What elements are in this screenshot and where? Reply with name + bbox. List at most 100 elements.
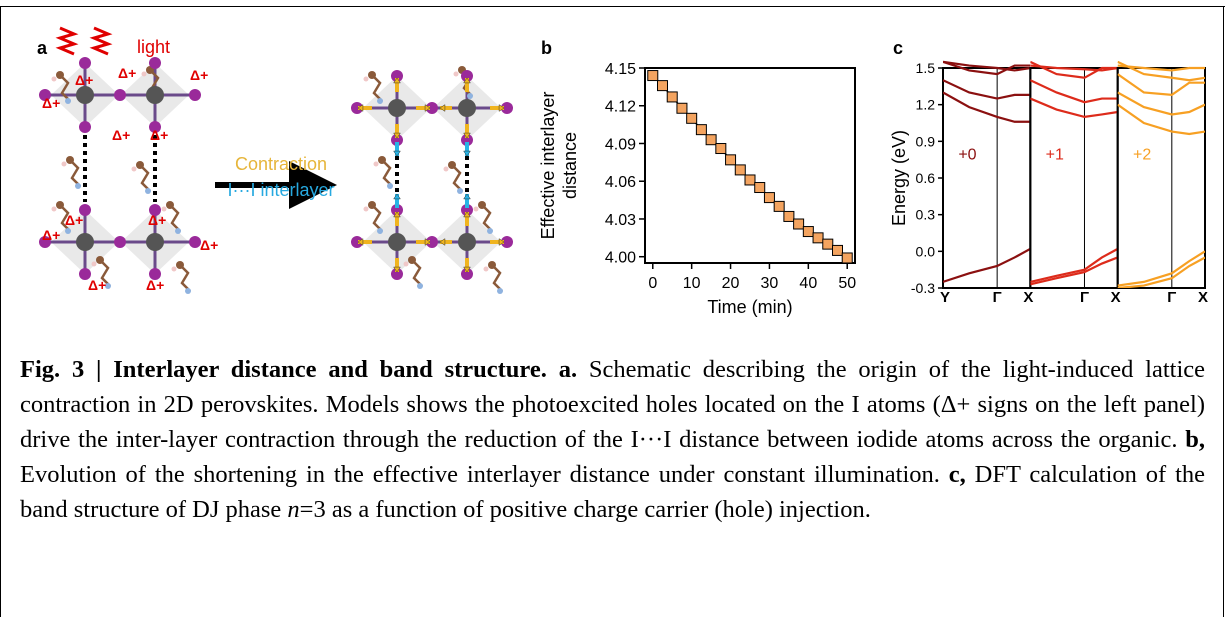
carbon-atom	[66, 156, 74, 164]
data-point	[715, 143, 727, 155]
y-tick-label: -0.3	[911, 280, 935, 296]
lead-atom	[76, 233, 94, 251]
data-point	[666, 91, 678, 103]
panel-b-label: b	[541, 38, 552, 58]
organic-spacer-shape	[451, 164, 463, 192]
hole-delta-mark: Δ+	[146, 277, 164, 293]
lead-atom	[146, 233, 164, 251]
x-axis-label: Time (min)	[707, 297, 792, 317]
organic-spacer-shape	[59, 204, 71, 232]
hole-delta-mark: Δ+	[118, 65, 136, 81]
hydrogen-atom	[363, 76, 369, 82]
iodine-atom	[114, 236, 126, 248]
caption-c-n: n	[287, 496, 300, 523]
y-tick-label: 4.09	[605, 136, 636, 153]
k-point-label: Γ	[1167, 289, 1176, 306]
plot-frame	[644, 67, 856, 264]
carbon-atom	[368, 71, 376, 79]
nitrogen-atom	[387, 183, 393, 189]
iodine-atom	[351, 236, 363, 248]
nitrogen-atom	[417, 283, 423, 289]
displacement-arrowhead	[393, 77, 401, 84]
iodine-atom	[39, 236, 51, 248]
frame-left-border	[0, 6, 1, 617]
caption-c-label: c,	[948, 461, 966, 488]
nitrogen-atom	[457, 188, 463, 194]
y-tick-label: 4.00	[605, 250, 636, 267]
k-point-label: Y	[940, 289, 950, 306]
iodine-atom	[39, 89, 51, 101]
organic-spacer-shape	[69, 159, 81, 187]
nitrogen-atom	[145, 188, 151, 194]
caption-a-label: a.	[558, 356, 578, 383]
lead-atom	[388, 233, 406, 251]
panel-a-label: a	[37, 38, 48, 58]
band-line	[943, 60, 1031, 76]
y-axis-label-line-2: distance	[560, 132, 580, 199]
x-tick-label: 30	[761, 275, 779, 292]
organic-spacer-shape	[491, 264, 503, 292]
displacement-arrowhead	[463, 193, 471, 200]
k-point-label: X	[1111, 289, 1121, 306]
hydrogen-atom	[363, 206, 369, 212]
crystal-model-after	[351, 66, 513, 294]
nitrogen-atom	[75, 183, 81, 189]
nitrogen-atom	[175, 228, 181, 234]
hydrogen-atom	[453, 71, 459, 77]
hole-delta-mark: Δ+	[42, 95, 60, 111]
band-line	[1117, 103, 1205, 136]
data-point	[802, 226, 814, 238]
displacement-arrowhead	[357, 104, 364, 112]
k-point-label: Γ	[1080, 289, 1089, 306]
y-tick-label: 0.9	[916, 133, 936, 149]
data-point	[773, 200, 785, 212]
nitrogen-atom	[497, 288, 503, 294]
data-point	[657, 80, 668, 92]
nitrogen-atom	[487, 228, 493, 234]
displacement-arrowhead	[498, 104, 505, 112]
iodine-atom	[501, 102, 513, 114]
k-point-label: X	[1198, 289, 1208, 306]
data-point	[647, 70, 659, 82]
y-tick-label: 4.06	[605, 174, 636, 191]
data-point	[676, 102, 688, 114]
charge-state-label: +1	[1046, 147, 1064, 164]
caption-b-label: b,	[1185, 426, 1205, 453]
displacement-arrowhead	[463, 150, 471, 157]
k-point-label: X	[1023, 289, 1033, 306]
carbon-atom	[136, 161, 144, 169]
y-tick-label: 0.6	[916, 170, 936, 186]
iodine-atom	[426, 102, 438, 114]
iodine-atom	[149, 204, 161, 216]
band-line	[943, 91, 1031, 123]
displacement-arrowhead	[463, 132, 471, 139]
band-line	[1030, 64, 1118, 72]
iodine-atom	[79, 268, 91, 280]
carbon-atom	[368, 201, 376, 209]
y-axis-label: Energy (eV)	[889, 130, 909, 226]
contraction-label: Contraction	[235, 154, 327, 174]
iodine-atom	[501, 236, 513, 248]
nitrogen-atom	[185, 288, 191, 294]
x-tick-label: 10	[683, 275, 701, 292]
iodine-atom	[149, 268, 161, 280]
carbon-atom	[408, 256, 416, 264]
light-label: light	[137, 37, 170, 57]
data-point	[705, 134, 717, 146]
band-line	[1030, 97, 1118, 119]
caption-title: Fig. 3 | Interlayer distance and band st…	[20, 356, 547, 383]
data-point	[744, 174, 756, 186]
displacement-arrowhead	[424, 238, 431, 246]
x-tick-label: 20	[722, 275, 740, 292]
carbon-atom	[378, 156, 386, 164]
nitrogen-atom	[65, 228, 71, 234]
iodine-atom	[391, 268, 403, 280]
displacement-arrowhead	[498, 238, 505, 246]
y-tick-label: 4.12	[605, 99, 636, 116]
caption-b-text: Evolution of the shortening in the effec…	[20, 461, 949, 488]
carbon-atom	[96, 256, 104, 264]
data-point	[754, 182, 766, 194]
displacement-arrowhead	[439, 104, 446, 112]
carbon-atom	[56, 71, 64, 79]
figure-caption: Fig. 3 | Interlayer distance and band st…	[20, 352, 1205, 527]
